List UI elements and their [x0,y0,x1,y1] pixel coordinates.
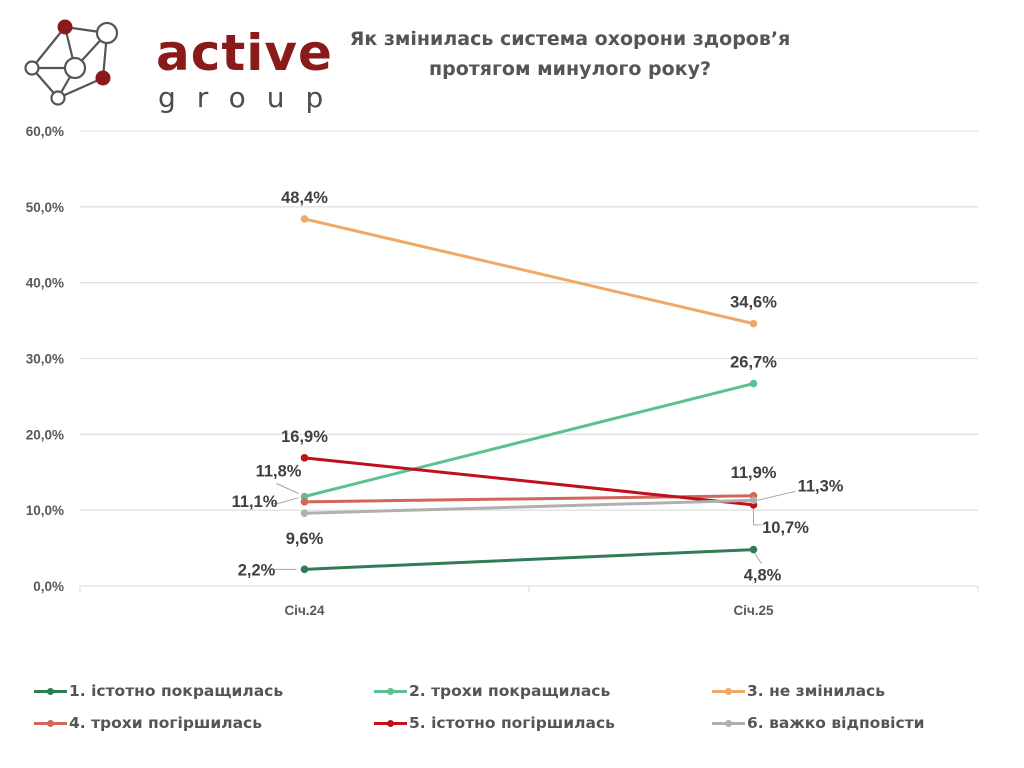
network-icon [24,19,119,106]
label-leader-lines [272,483,796,570]
series-line [303,382,755,499]
legend-label: 6. важко відповісти [747,714,925,732]
x-axis: Січ.24 Січ.25 [79,586,979,618]
leader-line [757,490,796,501]
legend-line-marker-icon [712,681,745,701]
data-labels: 2,2% 4,8% 11,8% 26,7% 48,4% 34,6% 11,1% 11,9% 16… [232,189,844,585]
legend-item: 1. істотно покращилась [34,681,283,701]
data-label: 34,6% [730,294,777,312]
leader-line [753,507,762,526]
legend-item: 3. не змінилась [712,681,885,701]
legend-line-marker-icon [374,681,407,701]
chart-title: Як змінилась система охорони здоров’я пр… [349,28,791,80]
legend-line-marker-icon [34,681,67,701]
logo-subtitle: group [158,81,345,114]
data-label: 11,8% [256,463,302,481]
data-point [300,215,309,223]
x-tick-label: Січ.25 [733,603,774,618]
data-label: 48,4% [281,189,328,207]
legend-line-marker-icon [712,713,745,733]
data-label: 26,7% [730,354,777,372]
y-axis-ticks: 0,0% 10,0% 20,0% 30,0% 40,0% 50,0% 60,0% [26,124,64,594]
data-label: 11,1% [232,493,278,511]
data-label: 2,2% [238,561,276,579]
legend-line-marker-icon [374,713,407,733]
gridlines [80,130,978,587]
data-label: 16,9% [281,428,328,446]
legend-item: 5. істотно погіршилась [374,713,615,733]
y-tick-label: 10,0% [26,503,64,518]
data-label: 10,7% [762,519,809,537]
legend-label: 3. не змінилась [747,682,886,700]
y-tick-label: 0,0% [33,579,64,594]
series-line [303,217,755,326]
y-tick-label: 20,0% [26,427,64,442]
data-point [300,454,309,462]
legend-line-marker-icon [34,713,67,733]
series-line [303,548,755,571]
leader-line [272,497,299,505]
data-point [749,496,758,505]
x-tick-label: Січ.24 [284,603,325,618]
series-lines [303,217,755,571]
active-group-logo: active group [18,14,332,112]
legend-label: 5. істотно погіршилась [409,714,615,732]
legend-label: 4. трохи погіршилась [69,714,263,732]
data-label: 4,8% [744,567,782,585]
data-point [749,379,758,388]
data-point [300,509,309,517]
series-points [300,215,758,574]
y-tick-label: 40,0% [26,276,64,291]
legend-item: 2. трохи покращилась [374,681,610,701]
legend-item: 6. важко відповісти [712,713,924,733]
logo-wordmark: active [156,24,333,82]
legend-label: 2. трохи покращилась [409,682,611,700]
legend-label: 1. істотно покращилась [69,682,284,700]
leader-line [276,483,299,494]
series-line [303,498,755,515]
data-point [749,545,758,554]
data-label: 11,3% [798,477,844,495]
data-label: 9,6% [286,530,324,548]
data-point [300,492,309,501]
data-point [300,565,309,574]
data-point [300,498,309,506]
data-point [749,319,758,328]
y-tick-label: 50,0% [26,200,64,215]
data-label: 11,9% [731,464,777,482]
legend-item: 4. трохи погіршилась [34,713,262,733]
series-line [303,456,755,507]
y-tick-label: 30,0% [26,352,64,367]
leader-line [753,551,762,564]
y-tick-label: 60,0% [26,124,64,139]
